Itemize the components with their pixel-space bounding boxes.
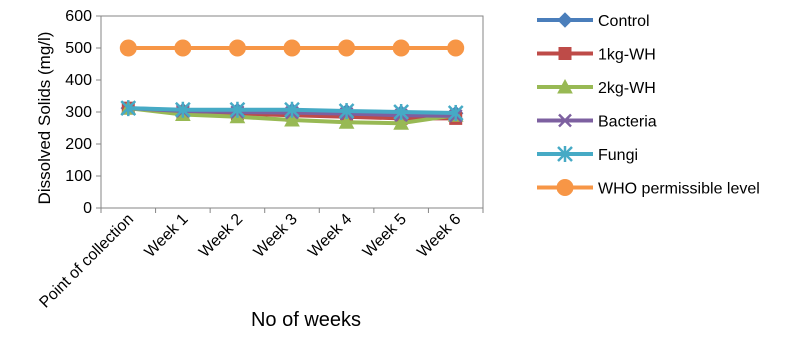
legend-item-fungi-marker bbox=[557, 146, 573, 162]
y-axis-title: Dissolved Solids (mg/l) bbox=[35, 32, 54, 205]
y-tick-label: 600 bbox=[65, 8, 92, 25]
x-tick-label: Week 5 bbox=[360, 211, 410, 261]
series-fungi-point bbox=[447, 104, 464, 121]
legend-item-who-permissible-level-marker bbox=[556, 179, 574, 196]
series-layer bbox=[119, 39, 465, 130]
series-fungi-point bbox=[284, 101, 300, 118]
x-tick-label: Week 1 bbox=[142, 211, 192, 261]
series-who-permissible-level-point bbox=[283, 39, 301, 57]
legend-item-bacteria-marker bbox=[558, 113, 572, 128]
legend-item-2kg-wh-label: 2kg-WH bbox=[598, 80, 656, 97]
series-who-permissible-level-point bbox=[228, 39, 246, 57]
x-tick-label: Week 6 bbox=[414, 211, 464, 261]
x-axis: Point of collection Week 1 Week 2 Week 3 Wee… bbox=[36, 207, 484, 312]
legend-item-1kg-wh-marker bbox=[558, 47, 572, 60]
x-axis-title: No of weeks bbox=[251, 309, 361, 331]
legend-item-1kg-wh-label: 1kg-WH bbox=[598, 47, 656, 64]
series-who-permissible-level-point bbox=[119, 39, 137, 57]
legend-item-bacteria-label: Bacteria bbox=[598, 114, 657, 131]
series-fungi-point bbox=[229, 101, 246, 118]
y-tick-label: 300 bbox=[65, 104, 92, 121]
legend-item-control: Control bbox=[537, 12, 650, 30]
y-axis: 0 100 200 300 400 500 600 bbox=[65, 8, 102, 217]
series-fungi-point bbox=[120, 100, 137, 117]
y-tick-label: 0 bbox=[83, 200, 92, 217]
legend-item-control-label: Control bbox=[598, 13, 650, 30]
x-tick-label: Week 3 bbox=[251, 211, 301, 261]
legend-item-fungi-label: Fungi bbox=[598, 147, 638, 164]
series-who-permissible-level bbox=[119, 39, 465, 57]
series-who-permissible-level-point bbox=[338, 39, 356, 57]
y-tick-label: 500 bbox=[65, 40, 92, 57]
legend-item-2kg-wh: 2kg-WH bbox=[537, 78, 656, 97]
series-fungi-point bbox=[174, 101, 191, 118]
legend: Control 1kg-WH 2kg-WH Bacteria Fungi WHO perm… bbox=[537, 12, 760, 198]
legend-item-2kg-wh-marker bbox=[557, 78, 573, 94]
legend-item-who-permissible-level: WHO permissible level bbox=[537, 179, 760, 198]
series-2kg-wh-point bbox=[338, 114, 355, 129]
series-2kg-wh-point bbox=[284, 111, 300, 127]
y-tick-label: 200 bbox=[65, 136, 92, 153]
series-fungi-point bbox=[393, 104, 410, 120]
legend-item-bacteria: Bacteria bbox=[537, 114, 657, 131]
series-who-permissible-level-point bbox=[447, 39, 465, 57]
legend-item-1kg-wh: 1kg-WH bbox=[537, 47, 656, 64]
y-tick-label: 100 bbox=[65, 168, 92, 185]
x-tick-label: Week 2 bbox=[196, 211, 246, 261]
x-tick-label: Week 4 bbox=[305, 211, 355, 261]
legend-item-fungi: Fungi bbox=[537, 146, 638, 164]
y-tick-label: 400 bbox=[65, 72, 92, 89]
legend-item-control-marker bbox=[557, 12, 573, 28]
legend-item-who-permissible-level-label: WHO permissible level bbox=[598, 181, 760, 198]
series-2kg-wh-point bbox=[393, 115, 409, 130]
series-fungi-point bbox=[338, 103, 355, 120]
series-who-permissible-level-point bbox=[392, 39, 410, 57]
series-who-permissible-level-point bbox=[174, 39, 192, 57]
series-fungi bbox=[120, 100, 464, 121]
x-tick-label: Point of collection bbox=[36, 211, 137, 312]
